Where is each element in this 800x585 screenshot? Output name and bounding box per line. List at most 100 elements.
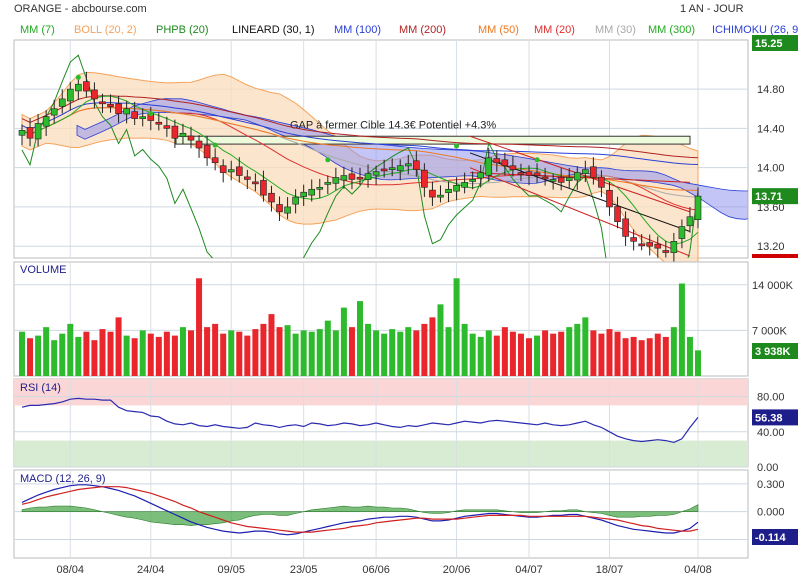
volume-bar — [614, 331, 621, 376]
volume-bar — [646, 338, 653, 376]
volume-bar — [292, 333, 299, 376]
volume-bar — [365, 323, 372, 376]
volume-bar — [509, 331, 516, 376]
candle — [429, 189, 436, 198]
volume-bar — [107, 331, 114, 376]
candle — [26, 127, 34, 139]
x-tick-label: 18/07 — [596, 564, 624, 576]
candle — [284, 206, 291, 214]
candle — [662, 250, 670, 253]
candle — [485, 157, 493, 176]
x-tick-label: 24/04 — [137, 564, 165, 576]
candle — [34, 123, 42, 140]
volume-bar — [284, 325, 291, 376]
candle — [18, 130, 26, 136]
rsi-tick-label: 40.00 — [757, 427, 785, 439]
mm200-line — [21, 95, 699, 159]
volume-bar — [590, 330, 597, 376]
volume-bar — [397, 331, 404, 376]
signal-dot — [534, 157, 540, 163]
rsi-overbought-zone — [14, 379, 748, 406]
candle — [316, 186, 324, 190]
volume-bar — [574, 323, 581, 376]
volume-bar — [606, 329, 613, 376]
price-panel: 13.20 13.60 14.00 14.40 14.80 GAP à fermer Ci… — [13, 35, 798, 271]
candle — [187, 135, 195, 141]
candle — [477, 172, 485, 179]
macd-tick-label: 0.300 — [757, 479, 785, 491]
last-price-label: 13.71 — [755, 191, 783, 203]
volume-bar — [179, 327, 186, 376]
candle — [686, 216, 694, 227]
candle — [565, 177, 573, 181]
candle — [332, 177, 340, 184]
volume-bar — [268, 314, 275, 376]
candle — [155, 121, 163, 125]
volume-bar — [542, 330, 549, 376]
x-tick-label: 04/08 — [684, 564, 712, 576]
candle — [630, 237, 637, 242]
last-price-label-bg — [752, 188, 798, 205]
volume-bar — [405, 327, 412, 376]
candle — [115, 103, 122, 114]
volume-bar — [27, 338, 34, 376]
volume-bar — [43, 327, 50, 376]
signal-dot — [325, 157, 331, 163]
lineard-line — [469, 152, 691, 232]
volume-title: VOLUME — [20, 264, 66, 276]
candle — [437, 194, 444, 198]
candle — [340, 175, 348, 181]
volume-bar — [260, 323, 267, 376]
legend-entry: MM (30) — [595, 24, 636, 36]
legend-entry: PHPB (20) — [156, 24, 209, 36]
candle — [517, 172, 525, 175]
macd-signal-line — [21, 486, 699, 533]
candle — [252, 181, 259, 185]
volume-bar — [622, 338, 629, 376]
candle — [638, 243, 645, 247]
price-tick-label: 14.40 — [757, 123, 785, 135]
candle — [590, 166, 597, 178]
volume-bar — [212, 323, 219, 376]
candle — [348, 173, 356, 180]
chart-title: ORANGE - abcbourse.com — [14, 3, 147, 15]
legend-entry: MM (20) — [534, 24, 575, 36]
volume-bar — [453, 278, 460, 376]
candle — [58, 98, 66, 107]
volume-bar — [236, 331, 243, 376]
volume-bar — [429, 317, 436, 376]
candle — [453, 185, 460, 192]
candle — [244, 176, 251, 180]
volume-bar — [163, 331, 170, 376]
candle — [195, 140, 203, 149]
volume-bar — [188, 330, 194, 376]
price-tick-label: 13.20 — [757, 241, 785, 253]
candle — [50, 108, 58, 116]
candle — [211, 157, 219, 164]
candle — [573, 172, 581, 181]
candle — [582, 169, 589, 174]
candle — [509, 165, 517, 170]
volume-bar — [83, 331, 90, 376]
volume-bar — [196, 278, 203, 376]
volume-bar — [35, 335, 42, 376]
candle — [678, 226, 686, 239]
candle — [356, 176, 364, 180]
candle — [227, 169, 235, 173]
volume-bar — [316, 329, 323, 376]
volume-bar — [115, 317, 122, 376]
candle — [413, 160, 420, 170]
candle — [614, 206, 621, 222]
candle — [75, 83, 82, 92]
volume-tick-label: 7 000K — [752, 325, 788, 337]
volume-bar — [357, 301, 363, 376]
x-axis: 08/04 24/04 09/05 23/05 06/06 20/06 04/07 18/07… — [57, 564, 712, 576]
candle — [235, 166, 243, 176]
volume-bar — [493, 335, 500, 376]
volume-bar — [695, 350, 701, 376]
candle — [42, 116, 50, 127]
price-tick-label: 14.80 — [757, 84, 785, 96]
signal-dot — [212, 142, 218, 148]
